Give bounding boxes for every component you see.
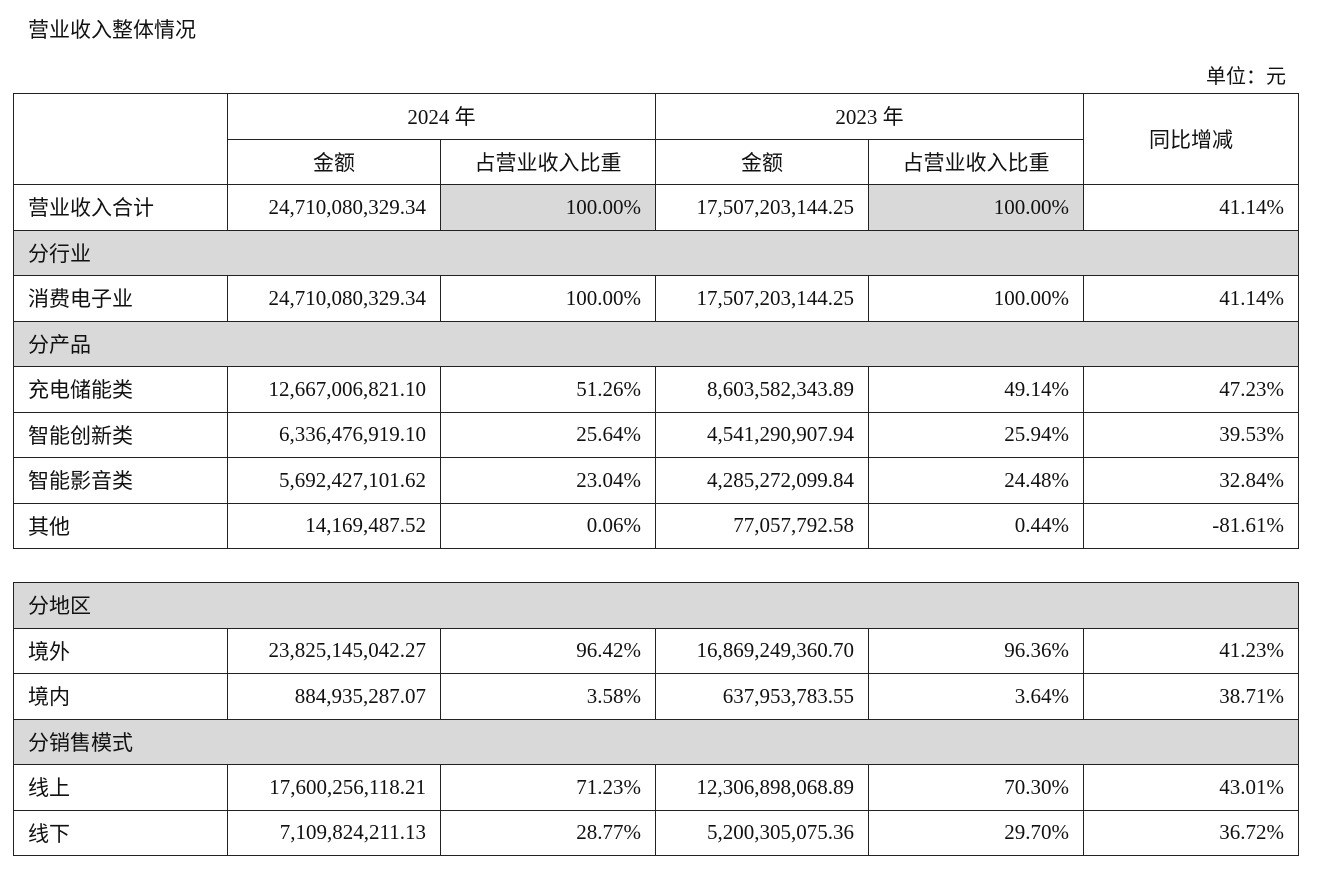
row-label: 智能影音类 <box>13 457 228 504</box>
yoy-change: 41.23% <box>1082 627 1300 674</box>
row-label: 营业收入合计 <box>13 184 228 231</box>
header-year-2024: 2024 年 <box>227 93 656 140</box>
section-label: 分销售模式 <box>12 718 1300 765</box>
table-row: 充电储能类 12,667,006,821.10 51.26% 8,603,582,34… <box>13 366 1299 413</box>
share-2023: 0.44% <box>868 502 1084 549</box>
table-row: 境外 23,825,145,042.27 96.42% 16,869,249,360.… <box>13 627 1300 674</box>
amount-2023: 4,285,272,099.84 <box>655 457 869 504</box>
amount-2024: 5,692,427,101.62 <box>227 457 441 504</box>
table-row: 线下 7,109,824,211.13 28.77% 5,200,305,075.36… <box>13 809 1300 856</box>
share-2023: 96.36% <box>868 627 1084 674</box>
revenue-table: 2024 年 2023 年 同比增减 金额 占营业收入比重 金额 占营业收入比重… <box>13 93 1299 549</box>
row-label: 境内 <box>13 673 228 720</box>
page-title: 营业收入整体情况 <box>28 18 196 42</box>
amount-2023: 17,507,203,144.25 <box>655 184 869 231</box>
amount-2024: 17,600,256,118.21 <box>227 764 441 811</box>
amount-2023: 4,541,290,907.94 <box>655 411 869 458</box>
section-row: 分销售模式 <box>12 718 1300 765</box>
amount-2024: 24,710,080,329.34 <box>227 275 441 322</box>
share-2024: 28.77% <box>440 809 656 856</box>
share-2024: 96.42% <box>440 627 656 674</box>
amount-2023: 637,953,783.55 <box>655 673 869 720</box>
yoy-change: 36.72% <box>1082 809 1300 856</box>
yoy-change: 41.14% <box>1083 184 1299 231</box>
amount-2023: 5,200,305,075.36 <box>655 809 869 856</box>
share-2024: 51.26% <box>440 366 656 413</box>
share-2024: 100.00% <box>440 184 656 231</box>
section-row: 分地区 <box>12 582 1300 629</box>
amount-2024: 12,667,006,821.10 <box>227 366 441 413</box>
amount-2024: 23,825,145,042.27 <box>227 627 441 674</box>
amount-2023: 17,507,203,144.25 <box>655 275 869 322</box>
share-2023: 70.30% <box>868 764 1084 811</box>
section-label: 分行业 <box>13 229 1299 276</box>
table-row: 境内 884,935,287.07 3.58% 637,953,783.55 3.64%… <box>13 673 1300 720</box>
section-row: 分产品 <box>13 320 1299 367</box>
share-2024: 25.64% <box>440 411 656 458</box>
yoy-change: 47.23% <box>1083 366 1299 413</box>
section-label: 分地区 <box>12 582 1300 629</box>
share-2023: 49.14% <box>868 366 1084 413</box>
section-label: 分产品 <box>13 320 1299 367</box>
share-2024: 100.00% <box>440 275 656 322</box>
share-2023: 29.70% <box>868 809 1084 856</box>
table-row: 线上 17,600,256,118.21 71.23% 12,306,898,068.… <box>13 764 1300 811</box>
table-row: 智能创新类 6,336,476,919.10 25.64% 4,541,290,907… <box>13 411 1299 458</box>
yoy-change: 43.01% <box>1082 764 1300 811</box>
unit-label: 单位：元 <box>1206 64 1286 88</box>
row-label: 消费电子业 <box>13 275 228 322</box>
yoy-change: -81.61% <box>1083 502 1299 549</box>
row-label: 其他 <box>13 502 228 549</box>
amount-2023: 16,869,249,360.70 <box>655 627 869 674</box>
row-label: 充电储能类 <box>13 366 228 413</box>
header-share-2024: 占营业收入比重 <box>440 138 656 185</box>
row-label: 线下 <box>13 809 228 856</box>
share-2023: 100.00% <box>868 184 1084 231</box>
table-row: 营业收入合计 24,710,080,329.34 100.00% 17,507,203… <box>13 184 1299 231</box>
header-amount-2023: 金额 <box>655 138 869 185</box>
amount-2024: 7,109,824,211.13 <box>227 809 441 856</box>
header-share-2023: 占营业收入比重 <box>868 138 1084 185</box>
yoy-change: 39.53% <box>1083 411 1299 458</box>
share-2023: 24.48% <box>868 457 1084 504</box>
row-label: 线上 <box>13 764 228 811</box>
share-2023: 25.94% <box>868 411 1084 458</box>
amount-2023: 8,603,582,343.89 <box>655 366 869 413</box>
share-2024: 0.06% <box>440 502 656 549</box>
share-2023: 100.00% <box>868 275 1084 322</box>
amount-2023: 12,306,898,068.89 <box>655 764 869 811</box>
row-label: 智能创新类 <box>13 411 228 458</box>
share-2024: 23.04% <box>440 457 656 504</box>
table-row: 其他 14,169,487.52 0.06% 77,057,792.58 0.44% -8… <box>13 502 1299 549</box>
amount-2024: 14,169,487.52 <box>227 502 441 549</box>
yoy-change: 32.84% <box>1083 457 1299 504</box>
share-2023: 3.64% <box>868 673 1084 720</box>
amount-2023: 77,057,792.58 <box>655 502 869 549</box>
section-row: 分行业 <box>13 229 1299 276</box>
amount-2024: 6,336,476,919.10 <box>227 411 441 458</box>
revenue-table-2: 分地区 境外 23,825,145,042.27 96.42% 16,869,249,3… <box>12 582 1300 856</box>
header-blank <box>13 93 228 185</box>
share-2024: 3.58% <box>440 673 656 720</box>
yoy-change: 41.14% <box>1083 275 1299 322</box>
table-row: 消费电子业 24,710,080,329.34 100.00% 17,507,203,… <box>13 275 1299 322</box>
header-amount-2024: 金额 <box>227 138 441 185</box>
table-row: 智能影音类 5,692,427,101.62 23.04% 4,285,272,099… <box>13 457 1299 504</box>
yoy-change: 38.71% <box>1082 673 1300 720</box>
share-2024: 71.23% <box>440 764 656 811</box>
header-year-2023: 2023 年 <box>655 93 1084 140</box>
amount-2024: 24,710,080,329.34 <box>227 184 441 231</box>
row-label: 境外 <box>13 627 228 674</box>
header-yoy: 同比增减 <box>1083 93 1299 185</box>
amount-2024: 884,935,287.07 <box>227 673 441 720</box>
